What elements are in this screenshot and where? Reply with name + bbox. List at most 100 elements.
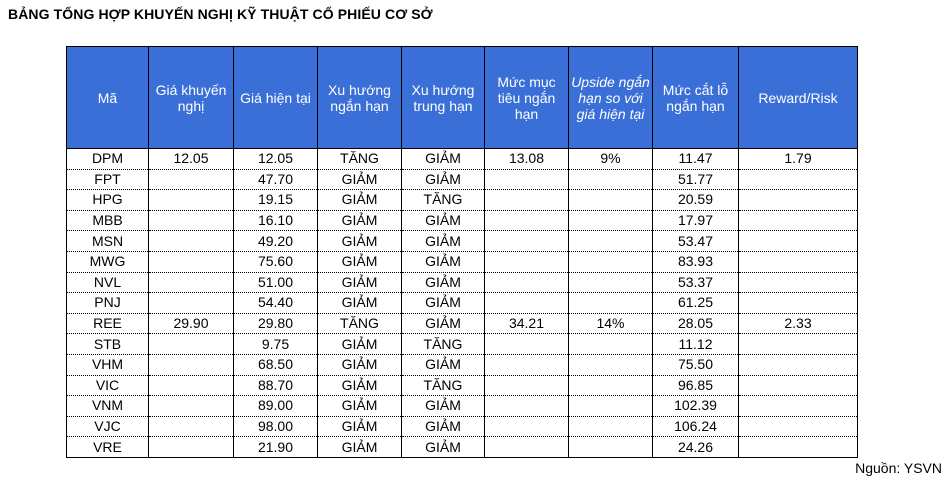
cell-ticker: DPM xyxy=(66,148,149,170)
cell-current-price: 21.90 xyxy=(233,436,318,458)
cell-current-price: 68.50 xyxy=(233,353,318,376)
cell-ticker: FPT xyxy=(66,168,149,191)
cell-short-term-target: 34.21 xyxy=(484,312,569,335)
table-row: REE 29.90 29.80 TĂNG GIẢM 34.21 14% 28.05 2.33 xyxy=(66,312,858,335)
cell-recommended-price xyxy=(148,209,234,232)
cell-short-term-target xyxy=(484,292,569,314)
cell-mid-term-trend: GIẢM xyxy=(401,415,485,438)
table-row: FPT 47.70 GIẢM GIẢM 51.77 xyxy=(66,168,858,191)
cell-ticker: VNM xyxy=(66,395,149,417)
table-row: NVL 51.00 GIẢM GIẢM 53.37 xyxy=(66,271,858,294)
table-row: MSN 49.20 GIẢM GIẢM 53.47 xyxy=(66,230,858,252)
table-row: HPG 19.15 GIẢM TĂNG 20.59 xyxy=(66,189,858,211)
table-row: VJC 98.00 GIẢM GIẢM 106.24 xyxy=(66,415,858,438)
cell-stop-loss: 96.85 xyxy=(652,374,739,397)
cell-reward-risk xyxy=(738,333,858,355)
cell-mid-term-trend: TĂNG xyxy=(401,333,485,355)
cell-stop-loss: 83.93 xyxy=(652,250,739,273)
cell-reward-risk xyxy=(738,250,858,273)
cell-current-price: 89.00 xyxy=(233,395,318,417)
cell-recommended-price xyxy=(148,374,234,397)
cell-current-price: 54.40 xyxy=(233,292,318,314)
cell-short-term-trend: TĂNG xyxy=(317,312,402,335)
header-mid-term-trend: Xu hướng trung hạn xyxy=(401,46,485,149)
header-short-term-target: Mức mục tiêu ngắn hạn xyxy=(484,46,569,149)
cell-upside xyxy=(568,415,653,438)
cell-upside xyxy=(568,209,653,232)
cell-upside: 14% xyxy=(568,312,653,335)
cell-short-term-trend: GIẢM xyxy=(317,374,402,397)
cell-stop-loss: 75.50 xyxy=(652,353,739,376)
cell-stop-loss: 61.25 xyxy=(652,292,739,314)
cell-short-term-trend: GIẢM xyxy=(317,292,402,314)
cell-short-term-trend: GIẢM xyxy=(317,230,402,252)
cell-upside xyxy=(568,374,653,397)
cell-stop-loss: 11.12 xyxy=(652,333,739,355)
cell-short-term-target xyxy=(484,374,569,397)
cell-reward-risk xyxy=(738,436,858,458)
cell-recommended-price xyxy=(148,292,234,314)
cell-stop-loss: 106.24 xyxy=(652,415,739,438)
cell-short-term-trend: GIẢM xyxy=(317,415,402,438)
cell-ticker: VIC xyxy=(66,374,149,397)
cell-stop-loss: 102.39 xyxy=(652,395,739,417)
source-note: Nguồn: YSVN xyxy=(855,460,942,476)
cell-current-price: 51.00 xyxy=(233,271,318,294)
table-row: DPM 12.05 12.05 TĂNG GIẢM 13.08 9% 11.47 1.79 xyxy=(66,148,858,170)
cell-recommended-price xyxy=(148,189,234,211)
cell-short-term-target xyxy=(484,271,569,294)
cell-ticker: VHM xyxy=(66,353,149,376)
cell-short-term-target xyxy=(484,415,569,438)
cell-ticker: PNJ xyxy=(66,292,149,314)
cell-stop-loss: 53.47 xyxy=(652,230,739,252)
cell-current-price: 49.20 xyxy=(233,230,318,252)
cell-reward-risk xyxy=(738,271,858,294)
cell-short-term-target xyxy=(484,189,569,211)
cell-short-term-trend: GIẢM xyxy=(317,168,402,191)
cell-recommended-price xyxy=(148,415,234,438)
cell-ticker: MSN xyxy=(66,230,149,252)
cell-short-term-trend: GIẢM xyxy=(317,271,402,294)
cell-upside: 9% xyxy=(568,148,653,170)
cell-upside xyxy=(568,168,653,191)
header-short-term-trend: Xu hướng ngắn hạn xyxy=(317,46,402,149)
cell-upside xyxy=(568,250,653,273)
cell-mid-term-trend: GIẢM xyxy=(401,250,485,273)
table-row: VRE 21.90 GIẢM GIẢM 24.26 xyxy=(66,436,858,458)
cell-current-price: 29.80 xyxy=(233,312,318,335)
cell-ticker: MWG xyxy=(66,250,149,273)
cell-reward-risk: 1.79 xyxy=(738,148,858,170)
header-upside: Upside ngắn hạn so với giá hiện tại xyxy=(568,46,653,149)
cell-recommended-price xyxy=(148,333,234,355)
table-row: MBB 16.10 GIẢM GIẢM 17.97 xyxy=(66,209,858,232)
cell-upside xyxy=(568,436,653,458)
table-row: PNJ 54.40 GIẢM GIẢM 61.25 xyxy=(66,292,858,314)
header-stop-loss: Mức cắt lỗ ngắn hạn xyxy=(652,46,739,149)
cell-short-term-trend: GIẢM xyxy=(317,209,402,232)
table-row: VNM 89.00 GIẢM GIẢM 102.39 xyxy=(66,395,858,417)
cell-mid-term-trend: GIẢM xyxy=(401,168,485,191)
cell-recommended-price xyxy=(148,271,234,294)
cell-recommended-price xyxy=(148,230,234,252)
cell-recommended-price xyxy=(148,353,234,376)
cell-short-term-target xyxy=(484,333,569,355)
cell-stop-loss: 28.05 xyxy=(652,312,739,335)
cell-reward-risk xyxy=(738,415,858,438)
cell-upside xyxy=(568,230,653,252)
cell-short-term-trend: GIẢM xyxy=(317,189,402,211)
cell-short-term-target xyxy=(484,436,569,458)
cell-upside xyxy=(568,189,653,211)
cell-short-term-trend: GIẢM xyxy=(317,353,402,376)
cell-stop-loss: 53.37 xyxy=(652,271,739,294)
table-row: STB 9.75 GIẢM TĂNG 11.12 xyxy=(66,333,858,355)
cell-current-price: 12.05 xyxy=(233,148,318,170)
cell-mid-term-trend: GIẢM xyxy=(401,312,485,335)
cell-short-term-trend: TĂNG xyxy=(317,148,402,170)
cell-short-term-trend: GIẢM xyxy=(317,250,402,273)
cell-reward-risk xyxy=(738,230,858,252)
cell-recommended-price xyxy=(148,250,234,273)
cell-stop-loss: 24.26 xyxy=(652,436,739,458)
cell-ticker: VJC xyxy=(66,415,149,438)
header-reward-risk: Reward/Risk xyxy=(738,46,858,149)
cell-recommended-price: 29.90 xyxy=(148,312,234,335)
